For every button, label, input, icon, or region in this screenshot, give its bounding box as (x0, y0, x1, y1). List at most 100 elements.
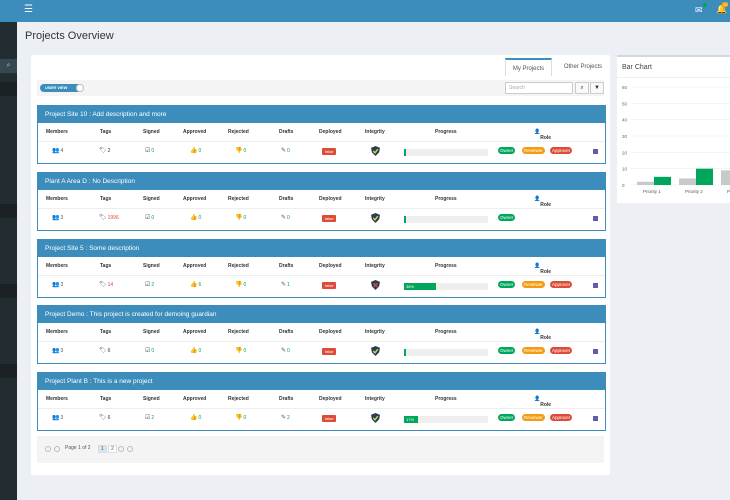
bell-icon[interactable]: 🔔 (716, 4, 728, 14)
project-title[interactable]: Project Plant B : This is a new project (38, 373, 605, 390)
drafts-value[interactable]: ✎0 (281, 214, 290, 221)
search-input[interactable]: Search (505, 82, 573, 94)
column-header: Drafts (279, 329, 294, 335)
last-page-icon[interactable] (127, 446, 133, 452)
signed-icon: ☑ (145, 282, 151, 288)
next-page-icon[interactable] (118, 446, 124, 452)
project-card[interactable]: Project Plant B : This is a new project … (37, 372, 606, 431)
page-title: Projects Overview (25, 30, 114, 42)
page-1-button[interactable]: 1 (98, 445, 107, 453)
bar-mark[interactable] (654, 176, 671, 185)
project-title[interactable]: Project Site 10 : Add description and mo… (38, 106, 605, 123)
project-options-icon[interactable] (593, 416, 598, 421)
members-value[interactable]: 👥3 (52, 281, 63, 288)
filter-icon[interactable]: ▼ (590, 82, 604, 94)
tags-value[interactable]: 🏷6 (99, 414, 110, 421)
rejected-value[interactable]: 👎0 (235, 347, 246, 354)
members-value[interactable]: 👥4 (52, 147, 63, 154)
envelope-icon[interactable]: ✉ (695, 5, 703, 15)
project-options-icon[interactable] (593, 149, 598, 154)
project-options-icon[interactable] (593, 216, 598, 221)
rejected-value[interactable]: 👎0 (235, 281, 246, 288)
project-title[interactable]: Project Site 5 : Some description (38, 240, 605, 257)
approved-value[interactable]: 👍0 (190, 347, 201, 354)
sidebar-item[interactable] (0, 284, 17, 298)
shield-check-icon[interactable] (371, 213, 380, 225)
drafts-value[interactable]: ✎1 (281, 281, 290, 288)
tab-my-projects[interactable]: My Projects (505, 58, 552, 76)
approved-value[interactable]: 👍0 (190, 214, 201, 221)
sidebar-search-icon[interactable]: ⌕ (0, 59, 17, 73)
signed-value[interactable]: ☑0 (145, 347, 154, 354)
tags-value[interactable]: 🏷14 (99, 281, 113, 288)
project-card[interactable]: Project Site 10 : Add description and mo… (37, 105, 606, 164)
column-header: 👤 Role (534, 329, 552, 341)
progress-bar: 38% (404, 283, 488, 290)
bar-mark[interactable] (721, 170, 730, 185)
deployed-badge[interactable]: false (322, 282, 337, 289)
column-header: Progress (435, 396, 457, 402)
card-values: 👥3 🏷1996 ☑0 👍0 👎0 ✎0 false Owner (38, 208, 605, 226)
hamburger-icon[interactable]: ☰ (24, 4, 33, 15)
column-header: Deployed (319, 196, 342, 202)
approved-count: 0 (198, 148, 202, 154)
tags-icon: 🏷 (99, 282, 107, 288)
shield-check-icon[interactable] (371, 346, 380, 358)
members-count: 3 (60, 415, 64, 421)
tags-value[interactable]: 🏷2 (99, 147, 110, 154)
tab-other-projects[interactable]: Other Projects (563, 64, 603, 70)
rejected-count: 0 (243, 282, 247, 288)
approved-value[interactable]: 👍0 (190, 147, 201, 154)
sidebar-item[interactable] (0, 364, 17, 378)
sidebar-item[interactable] (0, 204, 17, 218)
project-options-icon[interactable] (593, 349, 598, 354)
signed-value[interactable]: ☑2 (145, 414, 154, 421)
column-header: Progress (435, 196, 457, 202)
prev-page-icon[interactable] (54, 446, 60, 452)
signed-value[interactable]: ☑0 (145, 214, 154, 221)
drafts-value[interactable]: ✎2 (281, 414, 290, 421)
column-header: Signed (143, 329, 160, 335)
shield-check-icon[interactable] (371, 413, 380, 425)
column-header: Approved (183, 263, 207, 269)
drafts-value[interactable]: ✎0 (281, 147, 290, 154)
project-title[interactable]: Plant A Area D : No Description (38, 173, 605, 190)
bar-mark[interactable] (637, 181, 654, 185)
sidebar-item[interactable] (0, 82, 17, 96)
column-header: Signed (143, 129, 160, 135)
rejected-value[interactable]: 👎0 (235, 214, 246, 221)
members-value[interactable]: 👥3 (52, 214, 63, 221)
tags-value[interactable]: 🏷6 (99, 347, 110, 354)
search-icon[interactable]: ⌕ (575, 82, 589, 94)
column-header: Tags (100, 263, 112, 269)
y-tick-label: 60 (622, 85, 628, 90)
bar-mark[interactable] (696, 168, 713, 185)
project-card[interactable]: Project Site 5 : Some description Member… (37, 239, 606, 298)
shield-x-icon[interactable] (371, 280, 380, 292)
approved-value[interactable]: 👍0 (190, 414, 201, 421)
drafts-value[interactable]: ✎0 (281, 347, 290, 354)
deployed-badge[interactable]: false (322, 415, 337, 422)
page-2-button[interactable]: 2 (108, 445, 117, 453)
rejected-value[interactable]: 👎0 (235, 414, 246, 421)
signed-value[interactable]: ☑0 (145, 147, 154, 154)
members-value[interactable]: 👥3 (52, 414, 63, 421)
deployed-badge[interactable]: false (322, 148, 337, 155)
project-title[interactable]: Project Demo : This project is created f… (38, 306, 605, 323)
rejected-value[interactable]: 👎0 (235, 147, 246, 154)
bar-chart-panel: Bar Chart 0 10 20 30 40 50 60 Priority 1 Priorit… (617, 55, 730, 203)
user-view-toggle[interactable]: USER VIEW (40, 84, 84, 92)
project-options-icon[interactable] (593, 283, 598, 288)
members-value[interactable]: 👥3 (52, 347, 63, 354)
project-card[interactable]: Plant A Area D : No Description Members T… (37, 172, 606, 231)
shield-check-icon[interactable] (371, 146, 380, 158)
bar-mark[interactable] (679, 178, 696, 185)
approved-value[interactable]: 👍6 (190, 281, 201, 288)
tags-icon: 🏷 (99, 348, 107, 354)
project-card[interactable]: Project Demo : This project is created f… (37, 305, 606, 364)
deployed-badge[interactable]: false (322, 348, 337, 355)
signed-value[interactable]: ☑2 (145, 281, 154, 288)
deployed-badge[interactable]: false (322, 215, 337, 222)
first-page-icon[interactable] (45, 446, 51, 452)
tags-value[interactable]: 🏷1996 (99, 214, 119, 221)
